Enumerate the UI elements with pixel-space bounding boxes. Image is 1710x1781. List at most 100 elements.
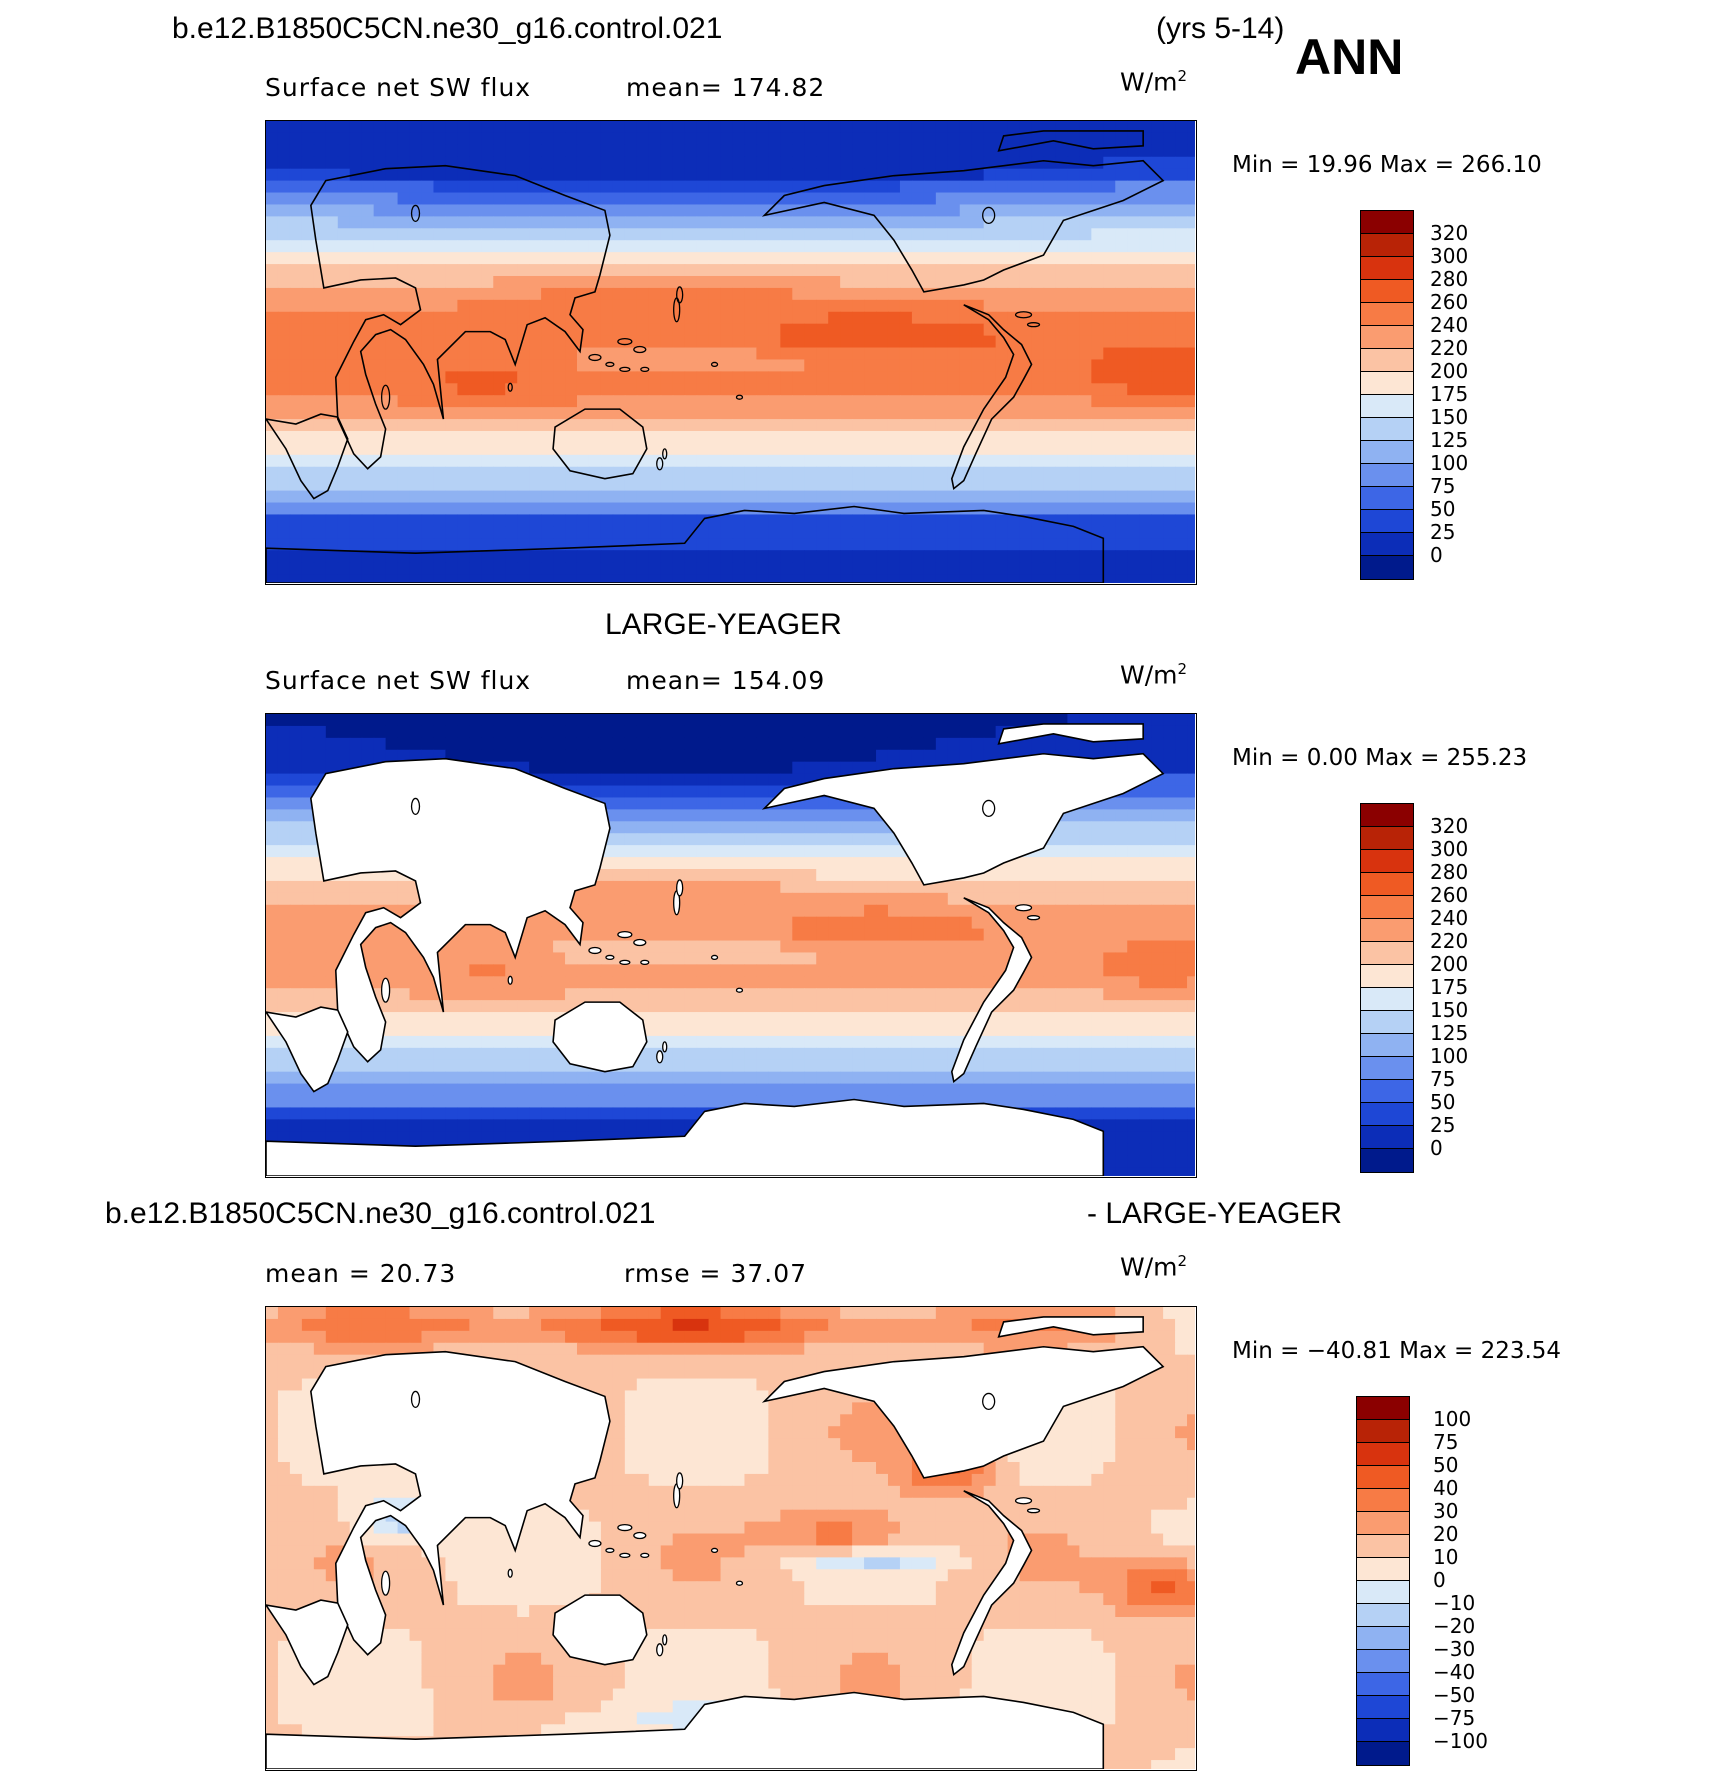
colorbar-swatch	[1361, 942, 1413, 965]
colorbar-swatch	[1361, 303, 1413, 326]
colorbar-tick-label: 0	[1430, 1136, 1443, 1160]
colorbar-tick-label: 260	[1430, 883, 1469, 907]
panel3-colorbar	[1356, 1396, 1410, 1766]
colorbar-swatch	[1357, 1696, 1409, 1719]
panel1-mean-label: mean= 174.82	[626, 73, 826, 102]
colorbar-tick-label: 100	[1430, 451, 1469, 475]
colorbar-tick-label: 40	[1433, 1476, 1459, 1500]
colorbar-tick-label: 280	[1430, 860, 1469, 884]
colorbar-swatch	[1357, 1627, 1409, 1650]
colorbar-tick-label: 50	[1433, 1453, 1459, 1477]
colorbar-swatch	[1361, 1034, 1413, 1057]
colorbar-swatch	[1361, 441, 1413, 464]
colorbar-swatch	[1361, 533, 1413, 556]
panel1-colorbar	[1360, 210, 1414, 580]
colorbar-tick-label: 150	[1430, 405, 1469, 429]
colorbar-swatch	[1357, 1397, 1409, 1420]
colorbar-tick-label: −50	[1433, 1683, 1476, 1707]
colorbar-swatch	[1357, 1420, 1409, 1443]
colorbar-tick-label: −75	[1433, 1706, 1476, 1730]
colorbar-tick-label: 100	[1433, 1407, 1472, 1431]
panel2-colorbar	[1360, 803, 1414, 1173]
colorbar-tick-label: 125	[1430, 428, 1469, 452]
colorbar-tick-label: 220	[1430, 929, 1469, 953]
colorbar-tick-label: −30	[1433, 1637, 1476, 1661]
colorbar-swatch	[1361, 234, 1413, 257]
colorbar-tick-label: 150	[1430, 998, 1469, 1022]
colorbar-tick-label: 75	[1430, 474, 1456, 498]
colorbar-swatch	[1361, 395, 1413, 418]
colorbar-tick-label: 25	[1430, 1113, 1456, 1137]
case-title: b.e12.B1850C5CN.ne30_g16.control.021	[172, 12, 723, 45]
colorbar-swatch	[1361, 1126, 1413, 1149]
panel1-map	[265, 120, 1197, 585]
colorbar-swatch	[1361, 372, 1413, 395]
colorbar-swatch	[1357, 1466, 1409, 1489]
colorbar-swatch	[1361, 988, 1413, 1011]
colorbar-swatch	[1357, 1604, 1409, 1627]
panel2-minmax: Min = 0.00 Max = 255.23	[1232, 745, 1528, 771]
colorbar-swatch	[1357, 1650, 1409, 1673]
colorbar-tick-label: 260	[1430, 290, 1469, 314]
season-label: ANN	[1295, 29, 1404, 85]
colorbar-swatch	[1357, 1512, 1409, 1535]
colorbar-swatch	[1357, 1535, 1409, 1558]
colorbar-tick-label: 280	[1430, 267, 1469, 291]
colorbar-tick-label: 50	[1430, 1090, 1456, 1114]
colorbar-tick-label: 175	[1430, 975, 1469, 999]
colorbar-tick-label: 300	[1430, 244, 1469, 268]
colorbar-swatch	[1361, 1057, 1413, 1080]
panel1-var-label: Surface net SW flux	[265, 73, 532, 102]
colorbar-swatch	[1361, 896, 1413, 919]
panel2-title: LARGE-YEAGER	[605, 608, 842, 641]
colorbar-tick-label: 20	[1433, 1522, 1459, 1546]
colorbar-tick-label: 75	[1433, 1430, 1459, 1454]
colorbar-swatch	[1361, 1149, 1413, 1172]
panel1-units: W/m2	[1120, 67, 1188, 97]
panel2-mean-label: mean= 154.09	[626, 666, 826, 695]
colorbar-tick-label: 200	[1430, 359, 1469, 383]
panel3-title-left: b.e12.B1850C5CN.ne30_g16.control.021	[105, 1197, 656, 1230]
colorbar-swatch	[1361, 850, 1413, 873]
colorbar-swatch	[1357, 1558, 1409, 1581]
colorbar-tick-label: 240	[1430, 313, 1469, 337]
colorbar-swatch	[1361, 965, 1413, 988]
panel2-var-label: Surface net SW flux	[265, 666, 532, 695]
colorbar-swatch	[1361, 1011, 1413, 1034]
colorbar-tick-label: 125	[1430, 1021, 1469, 1045]
colorbar-tick-label: 175	[1430, 382, 1469, 406]
colorbar-tick-label: 320	[1430, 221, 1469, 245]
colorbar-tick-label: 100	[1430, 1044, 1469, 1068]
colorbar-tick-label: 75	[1430, 1067, 1456, 1091]
colorbar-tick-label: 200	[1430, 952, 1469, 976]
panel3-rmse-label: rmse = 37.07	[624, 1259, 808, 1288]
colorbar-swatch	[1361, 349, 1413, 372]
panel3-map	[265, 1306, 1197, 1771]
panel3-minmax: Min = −40.81 Max = 223.54	[1232, 1338, 1562, 1364]
colorbar-swatch	[1361, 804, 1413, 827]
colorbar-swatch	[1357, 1719, 1409, 1742]
panel2-units: W/m2	[1120, 660, 1188, 690]
colorbar-tick-label: −100	[1433, 1729, 1488, 1753]
colorbar-tick-label: −20	[1433, 1614, 1476, 1638]
colorbar-tick-label: −40	[1433, 1660, 1476, 1684]
colorbar-swatch	[1361, 280, 1413, 303]
colorbar-swatch	[1361, 873, 1413, 896]
panel3-mean-label: mean = 20.73	[265, 1259, 457, 1288]
colorbar-swatch	[1357, 1443, 1409, 1466]
colorbar-swatch	[1361, 211, 1413, 234]
colorbar-swatch	[1361, 556, 1413, 579]
panel3-units: W/m2	[1120, 1252, 1188, 1282]
years-label: (yrs 5-14)	[1156, 12, 1285, 45]
colorbar-swatch	[1361, 827, 1413, 850]
colorbar-swatch	[1361, 487, 1413, 510]
colorbar-tick-label: 0	[1430, 543, 1443, 567]
panel1-minmax: Min = 19.96 Max = 266.10	[1232, 152, 1542, 178]
colorbar-tick-label: 30	[1433, 1499, 1459, 1523]
colorbar-swatch	[1361, 1080, 1413, 1103]
colorbar-swatch	[1361, 510, 1413, 533]
colorbar-tick-label: 25	[1430, 520, 1456, 544]
colorbar-tick-label: 0	[1433, 1568, 1446, 1592]
panel2-map	[265, 713, 1197, 1178]
colorbar-swatch	[1361, 418, 1413, 441]
